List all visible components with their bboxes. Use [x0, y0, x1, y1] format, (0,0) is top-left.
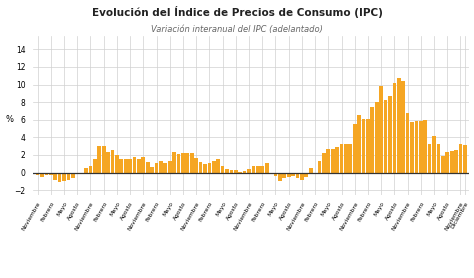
Bar	[331, 149, 335, 173]
Bar	[392, 83, 396, 173]
Bar	[133, 157, 137, 173]
Bar	[62, 173, 66, 182]
Bar	[141, 157, 145, 173]
Bar	[379, 86, 383, 173]
Bar	[164, 163, 167, 173]
Bar	[106, 152, 110, 173]
Bar	[454, 150, 458, 173]
Bar	[71, 173, 75, 178]
Bar	[49, 173, 53, 175]
Bar	[300, 173, 304, 180]
Bar	[89, 167, 92, 173]
Bar	[309, 168, 312, 173]
Bar	[366, 119, 370, 173]
Text: Variación interanual del IPC (adelantado): Variación interanual del IPC (adelantado…	[151, 25, 323, 34]
Bar	[463, 145, 467, 173]
Bar	[177, 154, 181, 173]
Bar	[432, 136, 436, 173]
Bar	[229, 170, 233, 173]
Bar	[446, 152, 449, 173]
Bar	[225, 169, 229, 173]
Bar	[208, 163, 211, 173]
Bar	[388, 96, 392, 173]
Bar	[278, 173, 282, 180]
Bar	[137, 158, 141, 173]
Bar	[146, 162, 150, 173]
Bar	[216, 159, 220, 173]
Bar	[168, 161, 172, 173]
Bar	[419, 121, 423, 173]
Bar	[110, 150, 114, 173]
Bar	[296, 173, 300, 178]
Bar	[441, 156, 445, 173]
Bar	[181, 153, 185, 173]
Bar	[66, 173, 70, 180]
Bar	[190, 153, 193, 173]
Bar	[357, 115, 361, 173]
Bar	[58, 173, 62, 182]
Bar	[265, 163, 268, 173]
Bar	[247, 169, 251, 173]
Bar	[45, 173, 48, 175]
Bar	[212, 161, 216, 173]
Bar	[199, 162, 202, 173]
Bar	[401, 81, 405, 173]
Bar	[260, 167, 264, 173]
Bar	[428, 143, 431, 173]
Bar	[115, 155, 119, 173]
Bar	[159, 161, 163, 173]
Bar	[410, 121, 414, 173]
Bar	[155, 163, 158, 173]
Bar	[185, 153, 189, 173]
Bar	[283, 173, 286, 178]
Bar	[194, 158, 198, 173]
Bar	[287, 173, 291, 177]
Bar	[348, 143, 352, 173]
Y-axis label: %: %	[5, 115, 13, 124]
Bar	[437, 145, 440, 173]
Bar	[344, 143, 348, 173]
Bar	[221, 166, 225, 173]
Bar	[304, 173, 308, 177]
Bar	[124, 159, 128, 173]
Bar	[172, 152, 176, 173]
Bar	[119, 159, 123, 173]
Bar	[80, 173, 83, 174]
Bar	[97, 146, 101, 173]
Bar	[93, 158, 97, 173]
Bar	[415, 121, 418, 173]
Bar	[327, 149, 330, 173]
Bar	[335, 147, 339, 173]
Bar	[203, 164, 207, 173]
Bar	[318, 161, 321, 173]
Bar	[128, 158, 132, 173]
Bar	[458, 145, 462, 173]
Bar	[340, 143, 343, 173]
Bar	[238, 172, 242, 173]
Bar	[406, 113, 410, 173]
Bar	[397, 78, 401, 173]
Bar	[256, 167, 260, 173]
Bar	[150, 167, 154, 173]
Bar	[273, 173, 277, 176]
Bar	[252, 166, 255, 173]
Bar	[450, 152, 454, 173]
Bar	[84, 168, 88, 173]
Bar	[102, 146, 106, 173]
Bar	[423, 120, 427, 173]
Bar	[322, 153, 326, 173]
Bar	[36, 173, 39, 175]
Bar	[383, 100, 387, 173]
Bar	[234, 170, 237, 173]
Bar	[362, 119, 365, 173]
Legend: Variación anual (%): Variación anual (%)	[72, 276, 158, 278]
Bar	[375, 102, 379, 173]
Bar	[371, 107, 374, 173]
Bar	[54, 173, 57, 180]
Text: Evolución del Índice de Precios de Consumo (IPC): Evolución del Índice de Precios de Consu…	[91, 6, 383, 18]
Bar	[243, 171, 246, 173]
Bar	[291, 173, 295, 176]
Bar	[40, 173, 44, 177]
Bar	[353, 124, 356, 173]
